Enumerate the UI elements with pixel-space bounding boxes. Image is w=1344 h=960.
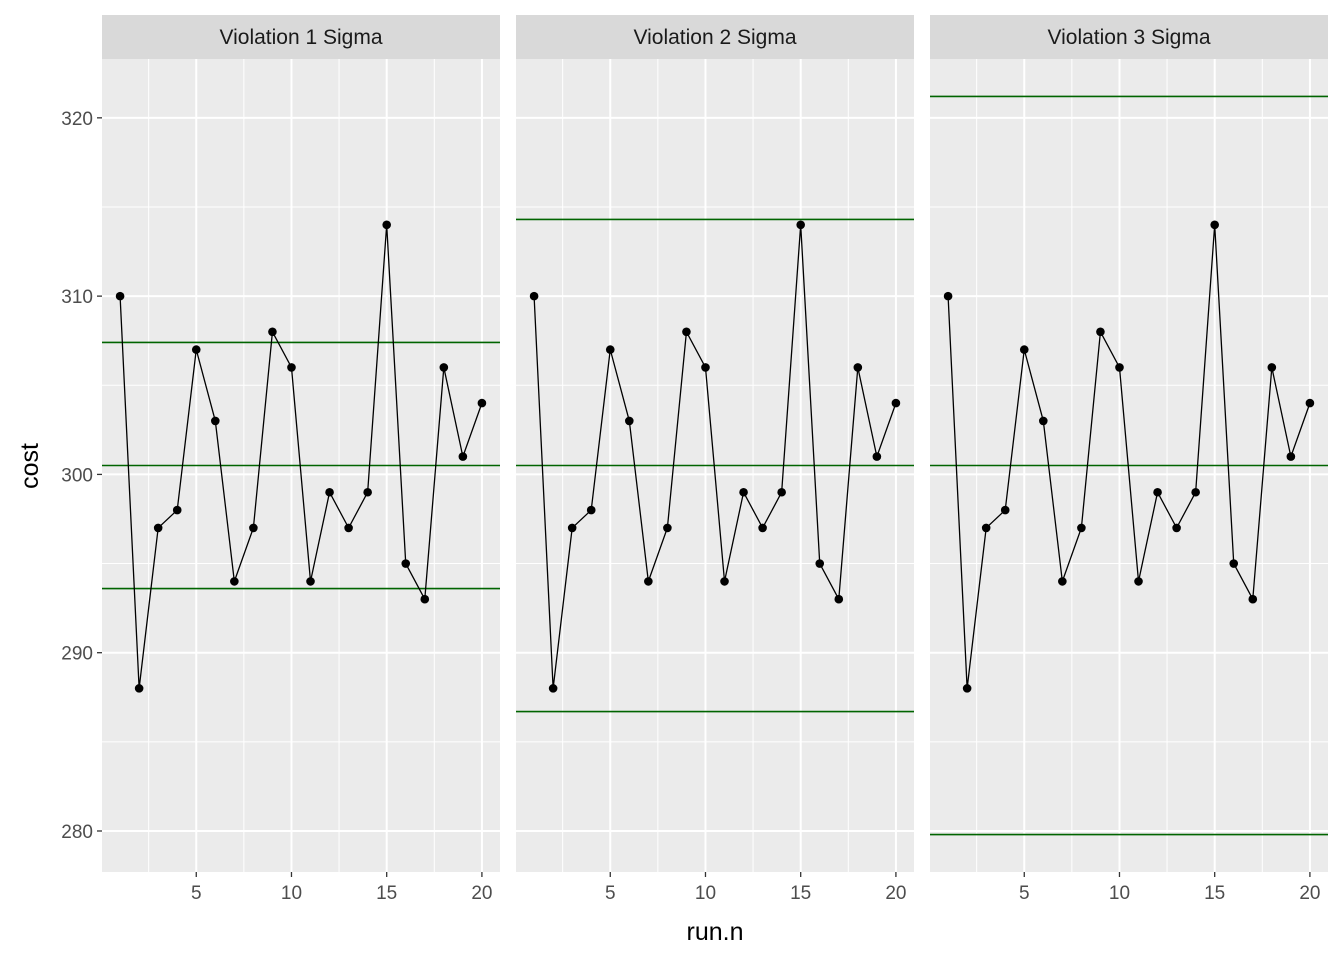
- data-point: [230, 577, 239, 586]
- data-point: [891, 398, 901, 408]
- data-point: [701, 363, 710, 372]
- data-point: [382, 220, 391, 230]
- data-point: [834, 594, 844, 604]
- data-point: [1019, 345, 1029, 354]
- data-point: [211, 416, 220, 426]
- data-point: [134, 684, 144, 693]
- data-point: [363, 487, 372, 497]
- y-tick-label: 300: [61, 465, 93, 486]
- data-point: [268, 327, 277, 337]
- data-point: [605, 345, 615, 354]
- data-point: [853, 363, 863, 372]
- data-point: [777, 487, 786, 497]
- data-point: [1039, 416, 1048, 426]
- data-point: [344, 523, 353, 533]
- x-tick-label: 20: [885, 883, 906, 904]
- data-point: [1210, 220, 1219, 230]
- facet-strip: [516, 15, 914, 59]
- facet-strip: [102, 15, 500, 59]
- facet-strip-label: Violation 3 Sigma: [1047, 26, 1210, 49]
- facet-strip-label: Violation 2 Sigma: [633, 26, 796, 49]
- x-tick-label: 5: [191, 883, 202, 904]
- x-tick-label: 20: [1299, 883, 1320, 904]
- series-line: [947, 224, 1311, 689]
- y-axis-title: cost: [16, 443, 44, 489]
- data-point: [1153, 487, 1162, 497]
- facet-panel: Violation 3 Sigma 5 10 15 20: [930, 15, 1328, 904]
- data-point: [1134, 577, 1143, 586]
- data-point: [115, 291, 125, 301]
- data-point: [663, 523, 672, 533]
- data-point: [191, 345, 201, 354]
- x-tick-label: 10: [281, 883, 302, 904]
- data-point: [1267, 363, 1277, 372]
- data-point: [815, 559, 825, 568]
- data-point: [306, 577, 315, 586]
- y-tick-label: 290: [61, 644, 93, 665]
- data-point: [529, 291, 539, 301]
- data-point: [325, 487, 334, 497]
- x-tick-label: 5: [605, 883, 616, 904]
- data-point: [758, 523, 767, 533]
- data-point: [1286, 452, 1296, 461]
- data-point: [153, 523, 163, 533]
- data-point: [796, 220, 805, 230]
- data-point: [1248, 594, 1258, 604]
- facet-panel: Violation 2 Sigma 5 10 15 20: [516, 15, 914, 904]
- data-point: [287, 363, 296, 372]
- series-line: [533, 224, 897, 689]
- data-point: [172, 505, 182, 515]
- data-point: [567, 523, 577, 533]
- x-tick-label: 10: [695, 883, 716, 904]
- x-tick-label: 20: [471, 883, 492, 904]
- data-point: [1000, 505, 1010, 515]
- data-point: [1058, 577, 1067, 586]
- y-tick-label: 320: [61, 109, 93, 130]
- data-point: [1172, 523, 1181, 533]
- data-point: [682, 327, 691, 337]
- y-axis: 280 290 300 310 320: [61, 109, 102, 843]
- data-point: [458, 452, 468, 461]
- data-point: [548, 684, 558, 693]
- data-point: [586, 505, 596, 515]
- data-point: [962, 684, 972, 693]
- x-axis-title: run.n: [687, 918, 744, 946]
- series-line: [119, 224, 483, 689]
- data-point: [1077, 523, 1086, 533]
- data-point: [943, 291, 953, 301]
- x-tick-label: 5: [1019, 883, 1030, 904]
- data-point: [249, 523, 258, 533]
- data-point: [401, 559, 411, 568]
- data-point: [720, 577, 729, 586]
- x-tick-label: 15: [376, 883, 397, 904]
- data-point: [1115, 363, 1124, 372]
- facet-strip-label: Violation 1 Sigma: [219, 26, 382, 49]
- data-point: [477, 398, 487, 408]
- y-tick-label: 280: [61, 822, 93, 843]
- x-tick-label: 15: [790, 883, 811, 904]
- data-point: [739, 487, 748, 497]
- x-tick-label: 15: [1204, 883, 1225, 904]
- data-point: [872, 452, 882, 461]
- data-point: [625, 416, 634, 426]
- data-point: [439, 363, 449, 372]
- data-point: [1229, 559, 1239, 568]
- data-point: [420, 594, 430, 604]
- data-point: [1096, 327, 1105, 337]
- data-point: [1305, 398, 1315, 408]
- facet-strip: [930, 15, 1328, 59]
- data-point: [1191, 487, 1200, 497]
- data-point: [981, 523, 991, 533]
- data-point: [644, 577, 653, 586]
- x-tick-label: 10: [1109, 883, 1130, 904]
- y-tick-label: 310: [61, 287, 93, 308]
- facet-panel: Violation 1 Sigma 5 10 15 20: [102, 15, 500, 904]
